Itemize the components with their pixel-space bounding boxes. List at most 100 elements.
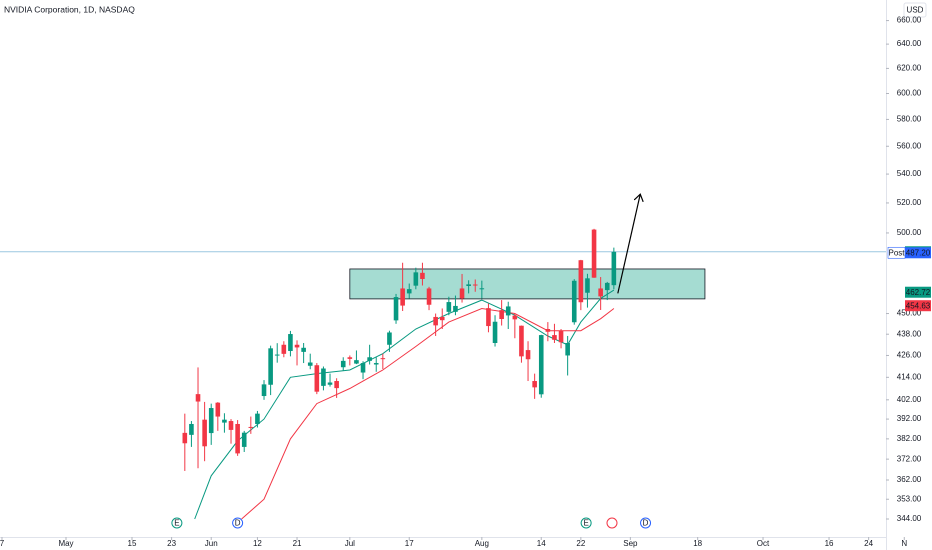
candle-body <box>235 423 240 454</box>
candle-body <box>327 382 333 385</box>
candle-body <box>426 288 432 305</box>
candle-body <box>439 316 445 321</box>
y-tick-label: 414.00 <box>897 372 922 381</box>
y-tick-label: 426.00 <box>897 351 922 360</box>
candle-body <box>347 357 353 359</box>
candle-body <box>268 348 273 385</box>
y-tick-label: 540.00 <box>897 169 922 178</box>
x-tick-label: Jul <box>345 539 355 548</box>
candle-body <box>261 384 267 397</box>
price-label: 454.63 <box>906 301 931 310</box>
candle-body <box>433 316 438 326</box>
candle-body <box>301 347 306 352</box>
price-label: 487.20 <box>906 248 931 257</box>
candle-body <box>360 363 366 373</box>
candle-body <box>545 328 551 332</box>
candle-body <box>420 272 425 279</box>
price-label-box <box>905 300 931 312</box>
y-tick-label: 362.00 <box>897 475 922 484</box>
y-tick-label: 450.00 <box>897 309 922 318</box>
y-tick-label: 438.00 <box>897 329 922 338</box>
x-tick-label: Oct <box>757 539 770 548</box>
currency-box <box>903 2 927 18</box>
y-tick-label: 580.00 <box>897 115 922 124</box>
candle-body <box>406 289 412 294</box>
y-tick-label: 372.00 <box>897 454 922 463</box>
candle-body <box>274 354 280 356</box>
candle-body <box>446 302 452 312</box>
y-tick-label: 353.00 <box>897 494 922 503</box>
candle-body <box>453 305 458 312</box>
candle-body <box>202 419 207 447</box>
x-tick-label: 14 <box>537 539 546 548</box>
x-tick-label: N <box>901 539 907 548</box>
candle-body <box>505 306 511 316</box>
candle-body <box>519 325 524 357</box>
y-tick-label: 500.00 <box>897 228 922 237</box>
x-tick-label: 22 <box>576 539 585 548</box>
candle-body <box>512 315 518 320</box>
event-marker <box>232 517 244 529</box>
candle-body <box>387 332 392 345</box>
y-tick-label: 600.00 <box>897 89 922 98</box>
candle-body <box>222 419 227 423</box>
event-label: D <box>643 519 649 528</box>
x-tick-label: Sep <box>623 539 638 548</box>
ma-line <box>241 307 615 520</box>
candle-body <box>373 363 379 365</box>
x-tick-label: 17 <box>405 539 414 548</box>
candle-body <box>367 357 372 361</box>
x-tick-label: 16 <box>825 539 834 548</box>
candle-body <box>578 260 584 303</box>
candle-body <box>558 330 564 343</box>
candle-body <box>565 342 570 356</box>
candle-body <box>182 432 188 444</box>
candle-body <box>532 381 537 388</box>
candle-body <box>288 334 293 351</box>
candle-body <box>393 297 399 321</box>
price-tag-box <box>887 246 906 259</box>
x-tick-label: 12 <box>253 539 262 548</box>
candle-body <box>195 394 201 402</box>
candle-body <box>307 362 313 366</box>
candle-body <box>525 350 531 360</box>
x-tick-label: May <box>58 539 73 548</box>
event-marker <box>640 517 652 529</box>
candle-body <box>340 360 346 368</box>
candle-body <box>400 288 405 306</box>
candle-body <box>413 272 419 286</box>
x-tick-label: 15 <box>128 539 137 548</box>
candle-body <box>552 335 557 340</box>
candle-body <box>492 321 498 343</box>
candle-body <box>255 413 260 424</box>
candle-body <box>228 421 234 430</box>
candle-body <box>499 310 504 319</box>
y-tick-label: 620.00 <box>897 64 922 73</box>
event-marker <box>580 517 592 529</box>
x-tick-label: 7 <box>0 539 5 548</box>
candle-body <box>248 426 254 428</box>
event-marker <box>171 517 183 529</box>
y-tick-label: 640.00 <box>897 39 922 48</box>
candle-body <box>321 368 326 386</box>
candle-body <box>585 278 590 293</box>
event-label: D <box>235 519 241 528</box>
x-tick-label: Jun <box>205 539 218 548</box>
candle-body <box>598 288 603 297</box>
price-label: 462.72 <box>906 288 931 297</box>
event-icon <box>606 517 618 529</box>
price-label-box <box>905 286 931 298</box>
y-tick-label: 402.00 <box>897 395 922 404</box>
candle-body <box>314 365 320 392</box>
candle-body <box>380 358 386 360</box>
candle-body <box>215 402 221 417</box>
candle-body <box>571 280 577 323</box>
x-tick-label: 18 <box>693 539 702 548</box>
y-tick-label: 520.00 <box>897 198 922 207</box>
candle-body <box>604 282 610 291</box>
x-tick-label: Aug <box>475 539 489 548</box>
candle-body <box>334 381 339 389</box>
candle-body <box>241 432 247 447</box>
x-tick-label: 23 <box>167 539 176 548</box>
